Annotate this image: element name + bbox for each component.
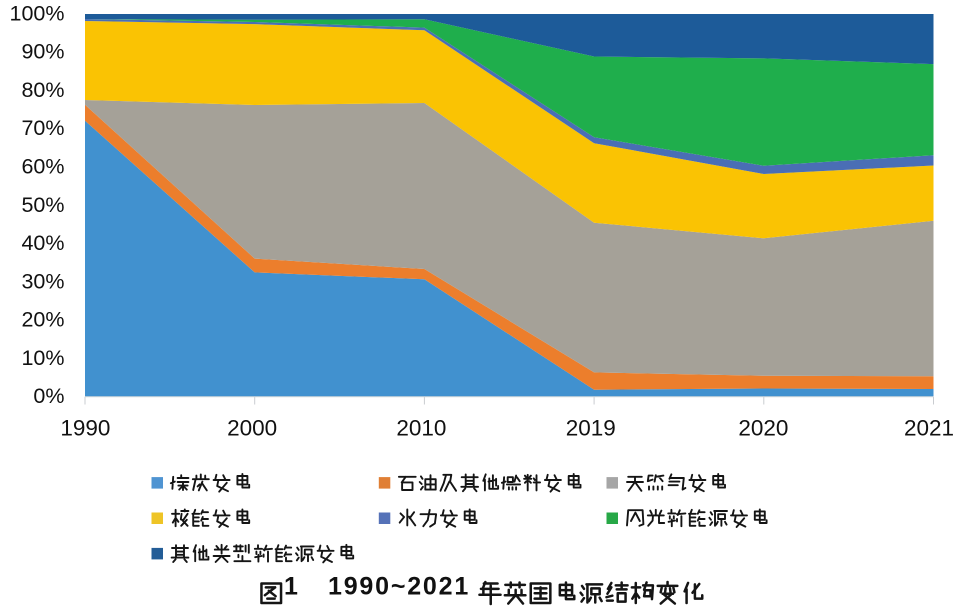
svg-text:1: 1 bbox=[284, 573, 298, 601]
svg-text:10%: 10% bbox=[21, 346, 64, 370]
svg-text:70%: 70% bbox=[21, 116, 64, 140]
svg-text:50%: 50% bbox=[21, 193, 64, 217]
svg-text:1990~2021: 1990~2021 bbox=[328, 573, 470, 601]
svg-text:1990: 1990 bbox=[60, 416, 110, 441]
svg-text:90%: 90% bbox=[21, 40, 64, 64]
svg-text:30%: 30% bbox=[21, 269, 64, 293]
svg-text:2019: 2019 bbox=[566, 416, 616, 441]
svg-text:60%: 60% bbox=[21, 155, 64, 179]
svg-text:100%: 100% bbox=[10, 1, 65, 25]
svg-text:2000: 2000 bbox=[227, 416, 277, 441]
svg-text:2021: 2021 bbox=[904, 416, 954, 441]
svg-text:2010: 2010 bbox=[396, 416, 446, 441]
svg-text:80%: 80% bbox=[21, 78, 64, 102]
svg-text:0%: 0% bbox=[33, 384, 64, 408]
svg-text:40%: 40% bbox=[21, 231, 64, 255]
svg-text:2020: 2020 bbox=[738, 416, 788, 441]
svg-text:20%: 20% bbox=[21, 308, 64, 332]
